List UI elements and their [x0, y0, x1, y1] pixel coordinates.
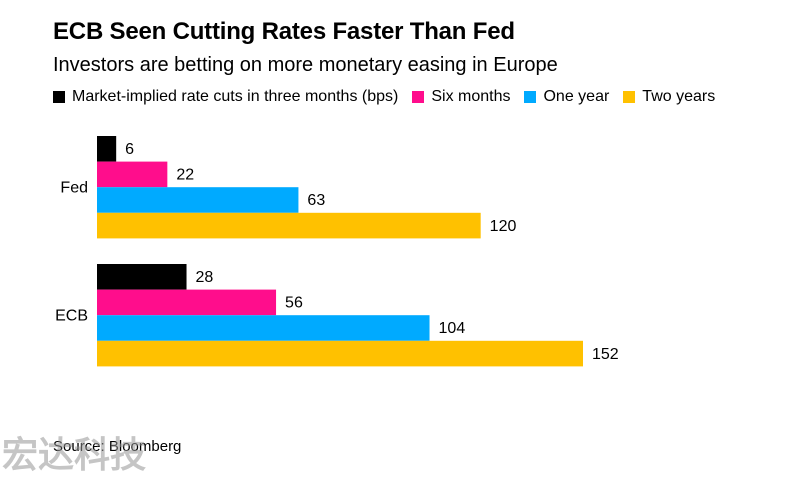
legend-item: Market-implied rate cuts in three months… — [53, 88, 398, 106]
bar — [97, 264, 187, 290]
data-label: 6 — [125, 141, 134, 158]
data-label: 56 — [285, 295, 303, 312]
bar — [97, 289, 277, 316]
data-label: 120 — [490, 218, 517, 235]
data-label: 63 — [307, 192, 325, 209]
bar — [97, 340, 583, 367]
watermark-logo: 宏达科技 — [2, 435, 147, 476]
bar — [97, 212, 481, 239]
data-label: 152 — [592, 346, 619, 363]
bar — [97, 161, 168, 188]
chart-title: ECB Seen Cutting Rates Faster Than Fed — [53, 18, 515, 45]
data-label: 104 — [439, 320, 466, 337]
legend-label: Six months — [431, 88, 511, 105]
chart-subtitle: Investors are betting on more monetary e… — [53, 54, 558, 76]
bar — [97, 136, 117, 162]
chart-legend: Market-implied rate cuts in three months… — [53, 87, 729, 107]
category-label: ECB — [55, 307, 88, 324]
legend-swatch — [53, 91, 65, 103]
legend-item: Six months — [412, 88, 510, 106]
legend-item: Two years — [623, 88, 715, 106]
category-label: Fed — [60, 179, 88, 196]
legend-swatch — [412, 91, 425, 103]
data-label: 28 — [196, 269, 214, 286]
legend-item: One year — [524, 88, 609, 106]
bar — [97, 187, 299, 213]
legend-label: Two years — [642, 88, 716, 105]
bar — [97, 315, 430, 341]
legend-swatch — [623, 91, 636, 103]
source-note: Source: Bloomberg — [53, 438, 182, 455]
legend-label: Market-implied rate cuts in three months… — [72, 88, 399, 105]
legend-label: One year — [543, 88, 610, 105]
data-label: 22 — [176, 167, 194, 184]
legend-swatch — [524, 91, 537, 103]
